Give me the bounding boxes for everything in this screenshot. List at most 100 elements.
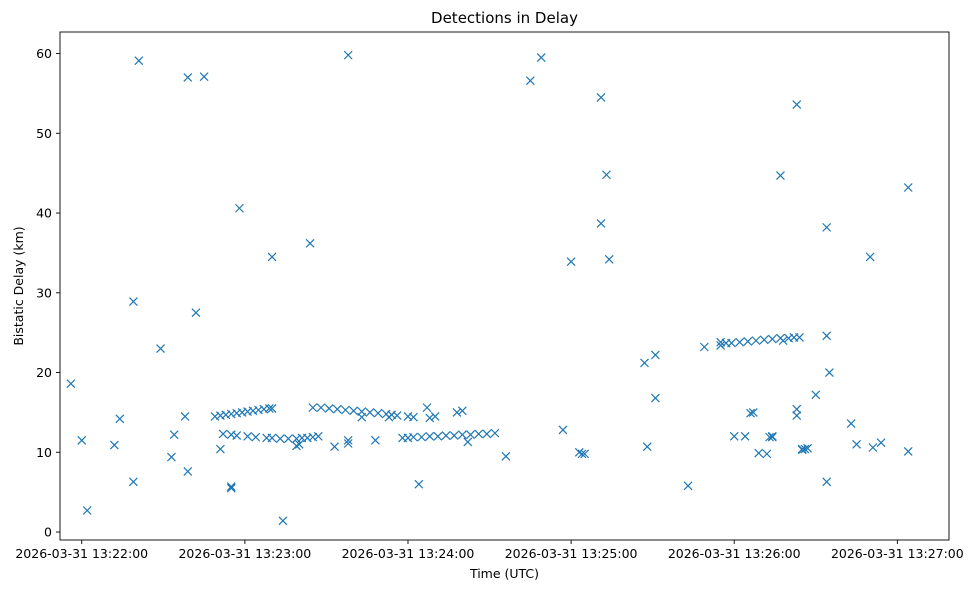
x-tick-label: 2026-03-31 13:26:00 (668, 546, 801, 561)
data-point (134, 56, 144, 66)
data-point (457, 430, 467, 440)
y-tick-label: 50 (36, 126, 52, 141)
data-point (422, 403, 432, 413)
data-point (109, 440, 119, 450)
data-point (316, 403, 326, 413)
data-point (596, 92, 606, 102)
data-point (226, 482, 236, 491)
data-point (580, 449, 590, 459)
data-point (235, 203, 244, 213)
data-point (795, 333, 804, 342)
x-axis-label: Time (UTC) (469, 566, 539, 581)
data-point (243, 431, 253, 441)
y-tick-label: 30 (36, 285, 52, 300)
data-point (797, 445, 807, 455)
data-point (683, 481, 693, 491)
data-point (650, 393, 660, 403)
data-point (762, 449, 772, 459)
data-point (264, 403, 274, 413)
y-tick-label: 10 (36, 445, 52, 460)
data-point (463, 437, 473, 447)
data-point (716, 340, 726, 350)
data-point (740, 431, 750, 441)
data-point (699, 342, 709, 352)
data-point (792, 100, 802, 109)
data-point (642, 442, 652, 452)
data-point (876, 438, 886, 448)
data-point (313, 431, 323, 441)
data-point (602, 170, 611, 180)
data-point (128, 297, 138, 306)
data-point (822, 331, 832, 341)
data-point (232, 431, 242, 440)
data-point (343, 50, 353, 60)
data-point (324, 403, 334, 413)
data-point (765, 432, 774, 442)
data-point (215, 444, 225, 454)
data-point (729, 431, 739, 441)
y-tick-label: 60 (36, 46, 52, 61)
x-tick-label: 2026-03-31 13:22:00 (15, 546, 148, 561)
data-point (82, 506, 92, 515)
data-point (425, 431, 435, 441)
data-point (640, 358, 649, 368)
data-point (267, 403, 277, 413)
data-point (776, 171, 785, 180)
y-tick-label: 0 (44, 525, 52, 540)
data-point (218, 429, 228, 439)
data-point (566, 257, 576, 267)
data-point (822, 477, 832, 487)
data-point (409, 432, 418, 442)
data-point (433, 431, 443, 441)
y-tick-label: 40 (36, 206, 52, 221)
data-point (596, 218, 606, 228)
data-point (77, 435, 87, 445)
data-point (803, 443, 813, 453)
data-point (452, 407, 462, 417)
data-point (577, 449, 587, 459)
data-point (482, 429, 492, 439)
data-point (425, 413, 435, 423)
data-point (183, 73, 193, 82)
data-point (365, 407, 375, 417)
data-point (558, 425, 568, 435)
data-point (357, 407, 367, 417)
data-point (743, 337, 753, 346)
data-point (501, 451, 511, 461)
y-axis-ticks: 0 10 20 30 40 50 60 (36, 46, 60, 540)
data-point (746, 408, 755, 418)
data-point (66, 379, 76, 389)
data-point (792, 404, 802, 414)
data-point (343, 435, 353, 445)
data-point (824, 368, 834, 377)
data-point (349, 406, 359, 416)
data-point (191, 308, 201, 318)
data-point (156, 344, 166, 354)
data-point (430, 411, 440, 421)
data-point (776, 333, 785, 343)
data-point (332, 404, 342, 414)
data-point (650, 350, 660, 360)
data-point (903, 183, 913, 192)
data-point (251, 432, 261, 442)
data-point (457, 406, 467, 416)
data-point (169, 430, 179, 440)
data-point (341, 405, 350, 415)
data-point (275, 434, 285, 444)
data-point (417, 432, 427, 442)
data-point (226, 483, 236, 493)
data-point (409, 412, 418, 422)
data-point (330, 442, 340, 452)
data-point (278, 516, 288, 526)
data-point (800, 444, 810, 454)
data-point (283, 434, 293, 444)
x-tick-label: 2026-03-31 13:24:00 (342, 546, 475, 561)
x-tick-label: 2026-03-31 13:27:00 (831, 546, 964, 561)
data-point (294, 439, 304, 449)
data-point (536, 53, 546, 62)
data-point (822, 222, 832, 232)
data-point (852, 439, 861, 449)
data-point (792, 411, 802, 421)
data-point (735, 337, 745, 347)
